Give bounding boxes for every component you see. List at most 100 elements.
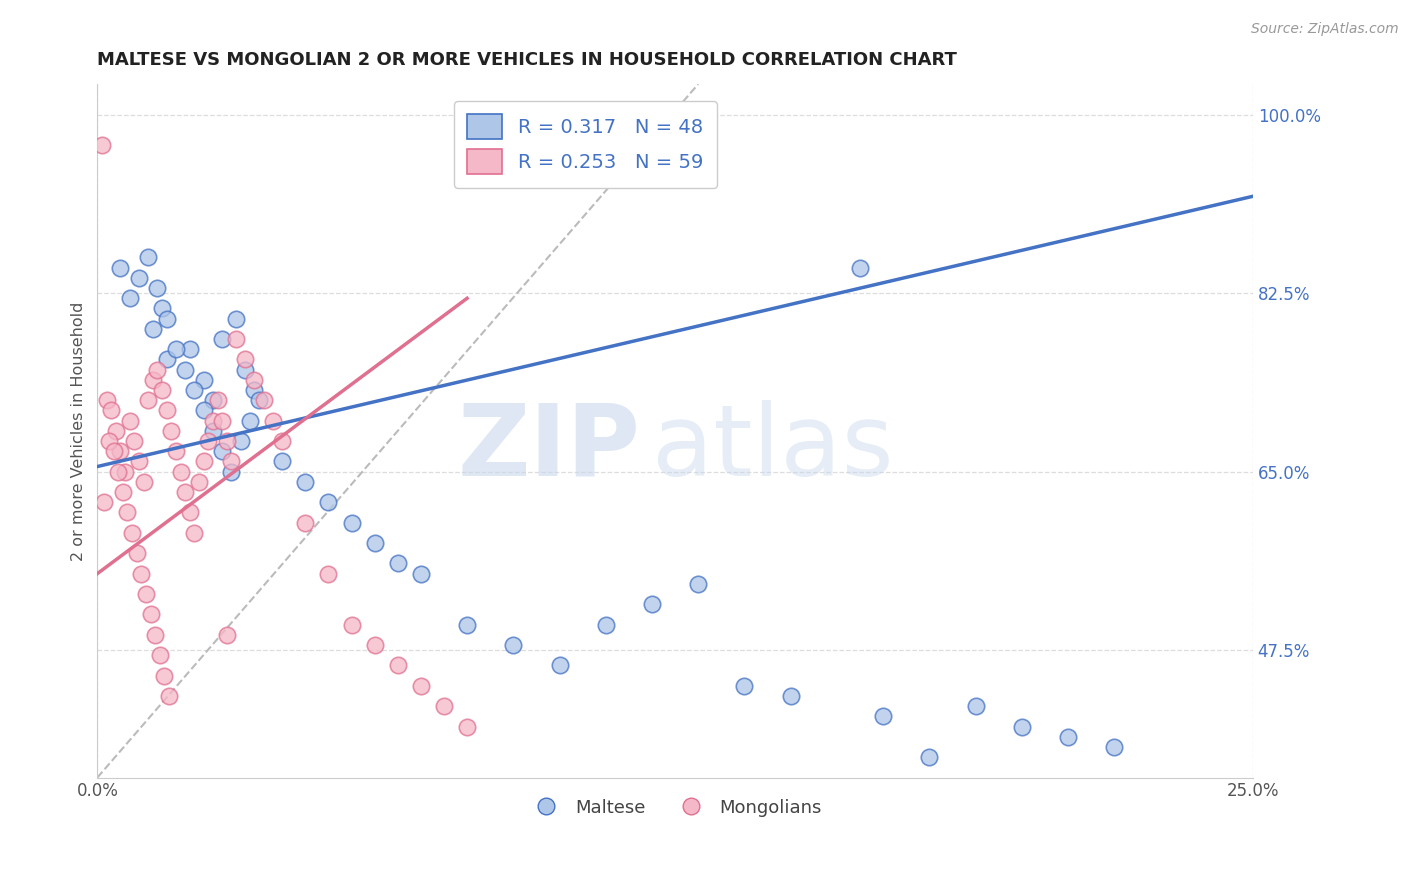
Point [107,465,129,479]
Point [1011,720,1033,734]
Point [779,689,801,703]
Point [160,424,183,438]
Point [156,403,179,417]
Point [150,301,173,316]
Point [211,332,233,346]
Point [233,362,256,376]
Point [169,465,191,479]
Point [456,617,478,632]
Point [97,434,120,448]
Point [363,638,385,652]
Point [91,138,114,153]
Point [1102,739,1125,754]
Point [387,658,409,673]
Point [233,352,256,367]
Point [201,393,224,408]
Point [129,566,152,581]
Point [340,516,363,530]
Point [149,648,172,663]
Point [253,393,276,408]
Point [174,362,197,376]
Point [156,352,179,367]
Point [225,332,247,346]
Point [271,454,294,468]
Point [262,414,284,428]
Point [114,465,136,479]
Point [193,454,215,468]
Point [121,525,143,540]
Point [136,393,159,408]
Point [548,658,571,673]
Point [193,373,215,387]
Point [211,414,233,428]
Point [146,281,169,295]
Point [100,403,122,417]
Point [688,576,710,591]
Point [409,566,432,581]
Point [143,628,166,642]
Text: atlas: atlas [652,400,894,497]
Point [135,587,157,601]
Point [136,251,159,265]
Point [271,434,294,448]
Legend: Maltese, Mongolians: Maltese, Mongolians [522,791,830,824]
Point [387,557,409,571]
Point [318,566,340,581]
Point [150,383,173,397]
Point [183,525,205,540]
Text: ZIP: ZIP [457,400,640,497]
Point [117,505,139,519]
Point [456,720,478,734]
Point [215,628,238,642]
Point [201,414,224,428]
Point [179,343,201,357]
Point [965,699,987,714]
Point [502,638,524,652]
Point [595,617,617,632]
Point [221,465,243,479]
Point [124,434,146,448]
Point [104,424,127,438]
Point [294,475,316,489]
Point [197,434,219,448]
Point [247,393,270,408]
Point [110,444,132,458]
Point [207,393,229,408]
Point [165,343,187,357]
Point [93,495,115,509]
Point [157,689,180,703]
Point [229,434,252,448]
Point [125,546,148,560]
Point [153,668,176,682]
Point [433,699,456,714]
Point [211,444,233,458]
Point [221,454,243,468]
Point [225,311,247,326]
Point [294,516,316,530]
Point [110,260,132,275]
Point [215,434,238,448]
Point [188,475,211,489]
Text: MALTESE VS MONGOLIAN 2 OR MORE VEHICLES IN HOUSEHOLD CORRELATION CHART: MALTESE VS MONGOLIAN 2 OR MORE VEHICLES … [97,51,957,69]
Text: Source: ZipAtlas.com: Source: ZipAtlas.com [1251,22,1399,37]
Point [156,311,179,326]
Point [201,424,224,438]
Point [1057,730,1080,744]
Point [641,597,664,611]
Point [193,403,215,417]
Point [340,617,363,632]
Point [111,485,134,500]
Point [733,679,755,693]
Point [363,536,385,550]
Point [146,362,169,376]
Point [132,475,155,489]
Point [118,414,141,428]
Point [318,495,340,509]
Point [243,383,266,397]
Point [118,291,141,305]
Point [165,444,187,458]
Y-axis label: 2 or more Vehicles in Household: 2 or more Vehicles in Household [72,301,86,560]
Point [128,454,150,468]
Point [174,485,197,500]
Point [142,322,165,336]
